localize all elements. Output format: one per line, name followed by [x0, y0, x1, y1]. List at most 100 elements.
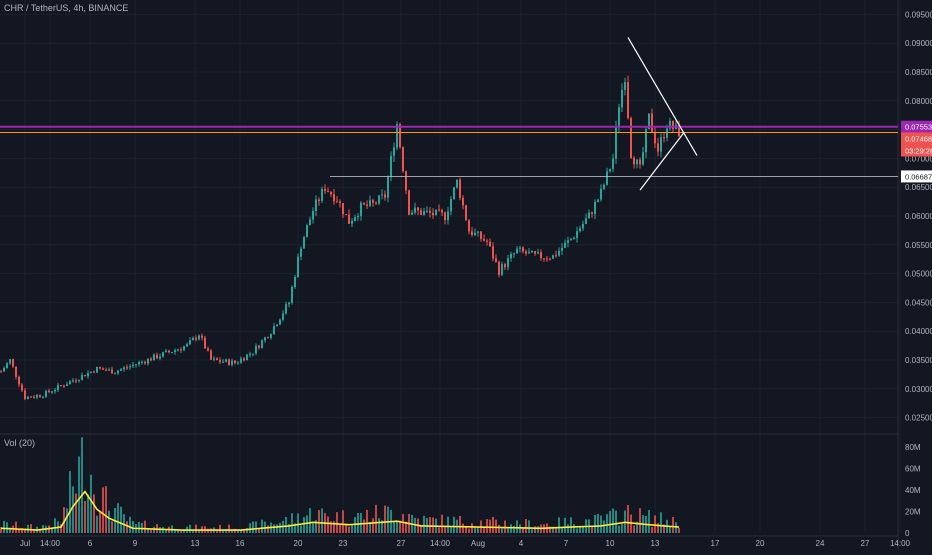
candle[interactable] [603, 184, 605, 189]
candle[interactable] [516, 248, 518, 254]
candle[interactable] [618, 107, 620, 127]
candle[interactable] [333, 194, 335, 202]
candle[interactable] [657, 143, 659, 152]
candle[interactable] [468, 220, 470, 232]
candle[interactable] [621, 89, 623, 108]
candle[interactable] [381, 194, 383, 196]
candle[interactable] [231, 360, 233, 365]
candle[interactable] [63, 385, 65, 387]
candle[interactable] [75, 380, 77, 382]
candle[interactable] [87, 372, 89, 377]
candle[interactable] [225, 359, 227, 362]
candle[interactable] [405, 171, 407, 191]
candle[interactable] [636, 159, 638, 165]
candle[interactable] [594, 201, 596, 215]
candle[interactable] [165, 350, 167, 353]
candle[interactable] [45, 390, 47, 397]
candle[interactable] [501, 264, 503, 275]
candle[interactable] [345, 214, 347, 216]
candle[interactable] [321, 188, 323, 201]
candle[interactable] [180, 349, 182, 351]
candle[interactable] [585, 218, 587, 224]
candle[interactable] [498, 261, 500, 275]
candle[interactable] [213, 358, 215, 360]
candle[interactable] [159, 356, 161, 359]
candle[interactable] [492, 246, 494, 259]
candle[interactable] [486, 240, 488, 242]
candle[interactable] [522, 247, 524, 252]
candle[interactable] [258, 345, 260, 348]
candle[interactable] [450, 199, 452, 212]
candle[interactable] [210, 350, 212, 360]
candle[interactable] [246, 354, 248, 361]
candle[interactable] [477, 231, 479, 233]
candle[interactable] [420, 210, 422, 215]
candle[interactable] [30, 396, 32, 398]
candle[interactable] [57, 385, 59, 390]
candle[interactable] [48, 390, 50, 392]
candle[interactable] [312, 210, 314, 220]
candle[interactable] [216, 358, 218, 361]
candle[interactable] [255, 345, 257, 354]
candle[interactable] [630, 117, 632, 158]
candle[interactable] [579, 228, 581, 232]
candle[interactable] [609, 168, 611, 172]
candle[interactable] [117, 370, 119, 374]
candle[interactable] [417, 207, 419, 211]
candle[interactable] [363, 202, 365, 205]
candle[interactable] [285, 304, 287, 314]
candle[interactable] [105, 369, 107, 371]
candle[interactable] [96, 366, 98, 373]
candle[interactable] [543, 258, 545, 260]
candle[interactable] [39, 395, 41, 397]
candle[interactable] [222, 361, 224, 363]
candle[interactable] [354, 217, 356, 221]
candle[interactable] [654, 131, 656, 144]
candle[interactable] [471, 231, 473, 236]
candle[interactable] [465, 205, 467, 221]
candle[interactable] [531, 250, 533, 253]
candle[interactable] [102, 368, 104, 370]
candle[interactable] [276, 324, 278, 327]
candle[interactable] [342, 203, 344, 215]
candle[interactable] [639, 159, 641, 165]
candle[interactable] [432, 212, 434, 216]
candle[interactable] [207, 348, 209, 351]
candle[interactable] [138, 361, 140, 365]
candle[interactable] [51, 391, 53, 393]
candle[interactable] [60, 385, 62, 387]
candle[interactable] [459, 179, 461, 198]
candle[interactable] [510, 254, 512, 259]
candle[interactable] [567, 240, 569, 243]
candle[interactable] [120, 369, 122, 371]
candle[interactable] [186, 344, 188, 347]
candle[interactable] [297, 256, 299, 277]
candle[interactable] [54, 389, 56, 392]
candle[interactable] [591, 212, 593, 215]
candle[interactable] [294, 276, 296, 288]
candle[interactable] [114, 373, 116, 375]
candle[interactable] [123, 367, 125, 370]
candle[interactable] [279, 319, 281, 325]
candle[interactable] [444, 212, 446, 221]
candle[interactable] [672, 120, 674, 129]
candle[interactable] [552, 255, 554, 259]
candle[interactable] [648, 113, 650, 130]
candle[interactable] [24, 390, 26, 400]
candle[interactable] [423, 211, 425, 215]
candle[interactable] [546, 258, 548, 260]
candle[interactable] [66, 384, 68, 386]
candle[interactable] [537, 252, 539, 254]
candle[interactable] [171, 352, 173, 354]
candle[interactable] [462, 197, 464, 206]
candle[interactable] [315, 199, 317, 211]
candle[interactable] [480, 231, 482, 239]
candle[interactable] [300, 248, 302, 257]
candle[interactable] [372, 200, 374, 203]
candle[interactable] [126, 367, 128, 369]
candle[interactable] [306, 225, 308, 238]
candle[interactable] [441, 210, 443, 213]
candle[interactable] [21, 384, 23, 391]
candle[interactable] [447, 211, 449, 221]
candle[interactable] [336, 201, 338, 203]
